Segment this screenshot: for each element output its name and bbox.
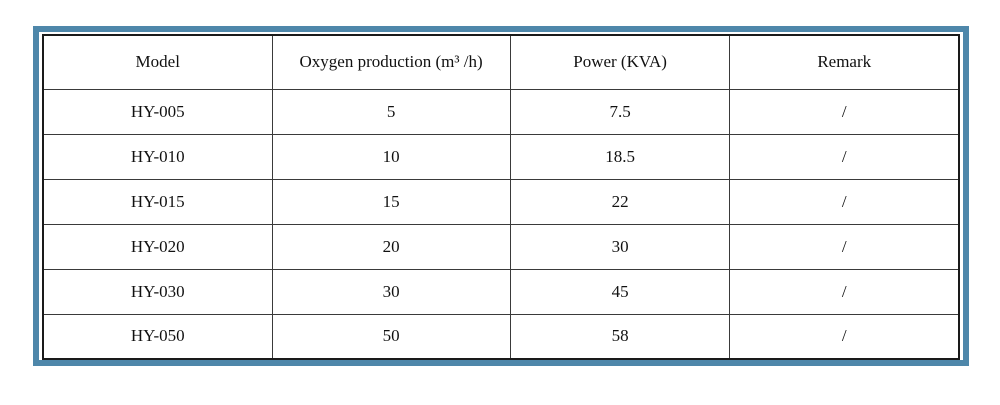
table-cell: / <box>729 88 960 135</box>
table-frame: Model Oxygen production (m³ /h) Power (K… <box>33 26 969 366</box>
table-row: HY-030 30 45/ <box>42 268 960 315</box>
table-cell: 30 <box>271 268 511 315</box>
column-header-model: Model <box>42 34 273 90</box>
table-cell: HY-050 <box>42 313 273 360</box>
table-row: HY-005 5 7.5/ <box>42 88 960 135</box>
table-cell: 7.5 <box>509 88 731 135</box>
table-cell: / <box>729 268 960 315</box>
column-header-remark: Remark <box>729 34 960 90</box>
column-header-oxygen-production: Oxygen production (m³ /h) <box>271 34 511 90</box>
table-cell: 15 <box>271 178 511 225</box>
table-cell: HY-005 <box>42 88 273 135</box>
table-cell: HY-020 <box>42 223 273 270</box>
column-header-power: Power (KVA) <box>509 34 731 90</box>
table-cell: 20 <box>271 223 511 270</box>
table-cell: 30 <box>509 223 731 270</box>
table-row: HY-050 50 58/ <box>42 313 960 360</box>
table-cell: 45 <box>509 268 731 315</box>
table-cell: / <box>729 223 960 270</box>
table-cell: 18.5 <box>509 133 731 180</box>
oxygen-spec-table: Model Oxygen production (m³ /h) Power (K… <box>42 34 960 360</box>
table-cell: 5 <box>271 88 511 135</box>
table-cell: / <box>729 313 960 360</box>
table-header-row: Model Oxygen production (m³ /h) Power (K… <box>42 34 960 90</box>
table-cell: HY-010 <box>42 133 273 180</box>
table-cell: 58 <box>509 313 731 360</box>
table-row: HY-020 20 30/ <box>42 223 960 270</box>
table-body: HY-005 5 7.5/HY-010 10 18.5/HY-015 15 22/HY-02… <box>42 88 960 360</box>
table-cell: / <box>729 178 960 225</box>
table-cell: HY-015 <box>42 178 273 225</box>
table-cell: / <box>729 133 960 180</box>
table-row: HY-010 10 18.5/ <box>42 133 960 180</box>
table-cell: HY-030 <box>42 268 273 315</box>
table-row: HY-015 15 22/ <box>42 178 960 225</box>
table-cell: 22 <box>509 178 731 225</box>
table-cell: 50 <box>271 313 511 360</box>
table-cell: 10 <box>271 133 511 180</box>
